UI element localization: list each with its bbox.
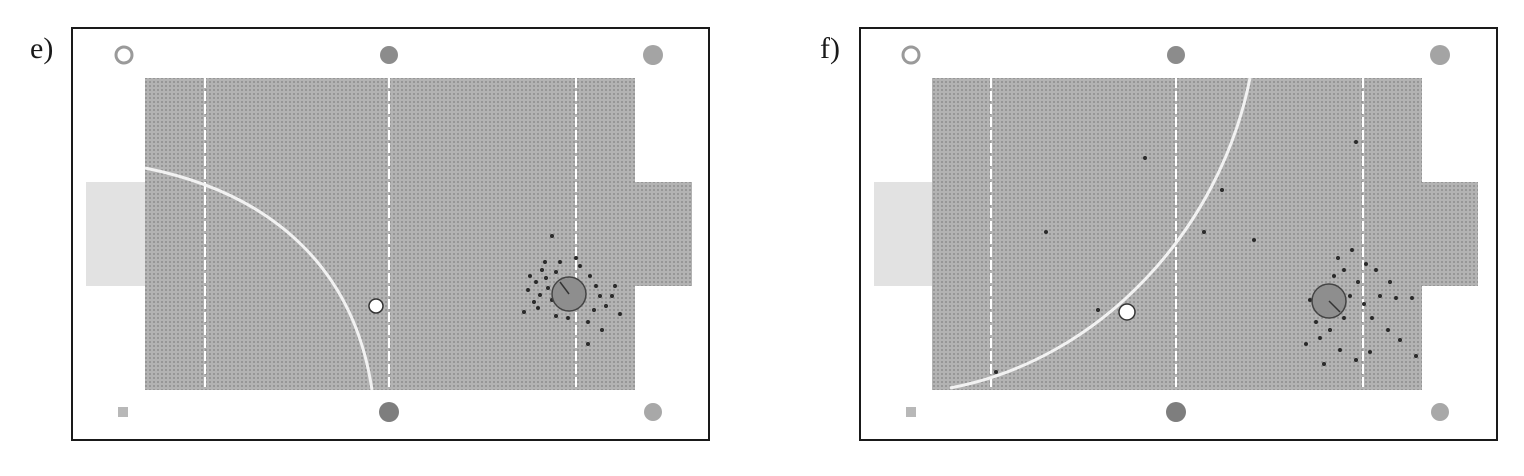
disc-marker: [380, 46, 398, 64]
disc-marker: [379, 402, 399, 422]
agent-cluster: [522, 234, 622, 346]
ring-marker: [114, 45, 134, 65]
ring-marker: [901, 45, 921, 65]
disc-marker: [1431, 403, 1449, 421]
field-arc: [144, 166, 374, 391]
goal-area-left: [874, 182, 934, 286]
ball: [1118, 303, 1136, 321]
square-marker: [906, 407, 916, 417]
disc-marker: [1166, 402, 1186, 422]
field-arc: [949, 77, 1252, 390]
panel-f-diagram: [859, 27, 1498, 441]
goal-area-right: [1420, 182, 1478, 286]
disc-marker: [644, 403, 662, 421]
ball: [368, 298, 384, 314]
robot-heading: [559, 281, 570, 295]
square-marker: [118, 407, 128, 417]
agent-cluster: [994, 140, 1418, 374]
panel-label-e: e): [30, 32, 54, 65]
panel-label-f: f): [820, 32, 840, 65]
disc-marker: [643, 45, 663, 65]
disc-marker: [1430, 45, 1450, 65]
goal-area-left: [86, 182, 146, 286]
disc-marker: [1167, 46, 1185, 64]
robot-heading: [1328, 300, 1341, 313]
goal-area-right: [634, 182, 692, 286]
panel-e-diagram: [71, 27, 710, 441]
